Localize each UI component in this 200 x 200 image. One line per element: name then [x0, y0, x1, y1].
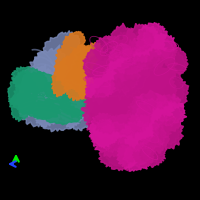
- Polygon shape: [92, 99, 110, 123]
- Polygon shape: [58, 78, 84, 113]
- Polygon shape: [29, 31, 81, 89]
- Polygon shape: [164, 46, 188, 74]
- Polygon shape: [11, 67, 49, 94]
- Polygon shape: [90, 71, 111, 98]
- Polygon shape: [122, 23, 160, 57]
- Polygon shape: [21, 45, 67, 104]
- Polygon shape: [8, 92, 61, 119]
- Polygon shape: [153, 115, 184, 149]
- Polygon shape: [83, 49, 109, 79]
- Polygon shape: [139, 120, 168, 150]
- Polygon shape: [115, 46, 148, 75]
- Polygon shape: [88, 55, 106, 75]
- Polygon shape: [84, 70, 143, 122]
- Polygon shape: [114, 32, 136, 58]
- Polygon shape: [77, 42, 103, 78]
- Polygon shape: [156, 67, 189, 109]
- Polygon shape: [94, 78, 136, 117]
- Polygon shape: [92, 98, 131, 134]
- Polygon shape: [93, 51, 150, 101]
- Polygon shape: [135, 98, 168, 135]
- Polygon shape: [137, 23, 167, 49]
- Polygon shape: [123, 90, 176, 137]
- Polygon shape: [169, 52, 186, 71]
- Polygon shape: [114, 55, 167, 100]
- Polygon shape: [51, 55, 77, 97]
- Polygon shape: [93, 119, 116, 143]
- Polygon shape: [110, 97, 152, 138]
- Polygon shape: [155, 39, 175, 59]
- Polygon shape: [85, 63, 115, 104]
- Polygon shape: [106, 143, 135, 167]
- Polygon shape: [128, 29, 154, 52]
- Polygon shape: [141, 49, 178, 88]
- Polygon shape: [15, 64, 56, 117]
- Polygon shape: [99, 137, 141, 171]
- Polygon shape: [101, 61, 141, 95]
- Polygon shape: [60, 89, 93, 118]
- Polygon shape: [61, 94, 91, 131]
- Polygon shape: [124, 62, 159, 92]
- Polygon shape: [148, 55, 175, 83]
- Polygon shape: [98, 40, 123, 62]
- Polygon shape: [140, 142, 162, 165]
- Polygon shape: [100, 122, 135, 153]
- Polygon shape: [156, 100, 182, 126]
- Polygon shape: [132, 137, 167, 167]
- Polygon shape: [141, 76, 173, 110]
- Polygon shape: [30, 80, 70, 113]
- Polygon shape: [35, 101, 84, 132]
- Polygon shape: [149, 33, 177, 64]
- Polygon shape: [151, 94, 187, 131]
- Polygon shape: [43, 81, 77, 104]
- Polygon shape: [72, 61, 105, 99]
- Polygon shape: [89, 114, 142, 157]
- Polygon shape: [123, 142, 151, 168]
- Polygon shape: [8, 70, 33, 106]
- Polygon shape: [108, 38, 155, 80]
- Polygon shape: [89, 113, 120, 148]
- Polygon shape: [54, 31, 85, 81]
- Polygon shape: [133, 44, 161, 70]
- Polygon shape: [100, 89, 160, 142]
- Polygon shape: [94, 36, 128, 65]
- Polygon shape: [114, 77, 158, 117]
- Polygon shape: [107, 23, 139, 63]
- Polygon shape: [125, 37, 168, 75]
- Polygon shape: [134, 68, 178, 115]
- Polygon shape: [61, 67, 89, 101]
- Polygon shape: [10, 80, 38, 122]
- Polygon shape: [143, 28, 164, 46]
- Polygon shape: [30, 99, 83, 125]
- Polygon shape: [19, 93, 61, 127]
- Polygon shape: [161, 75, 185, 103]
- Polygon shape: [117, 136, 155, 171]
- Polygon shape: [118, 121, 153, 152]
- Polygon shape: [81, 92, 140, 143]
- Polygon shape: [131, 114, 171, 155]
- Polygon shape: [106, 114, 162, 158]
- Polygon shape: [106, 67, 166, 125]
- Polygon shape: [24, 71, 64, 96]
- Polygon shape: [87, 93, 114, 127]
- Polygon shape: [158, 121, 180, 145]
- Polygon shape: [64, 45, 96, 90]
